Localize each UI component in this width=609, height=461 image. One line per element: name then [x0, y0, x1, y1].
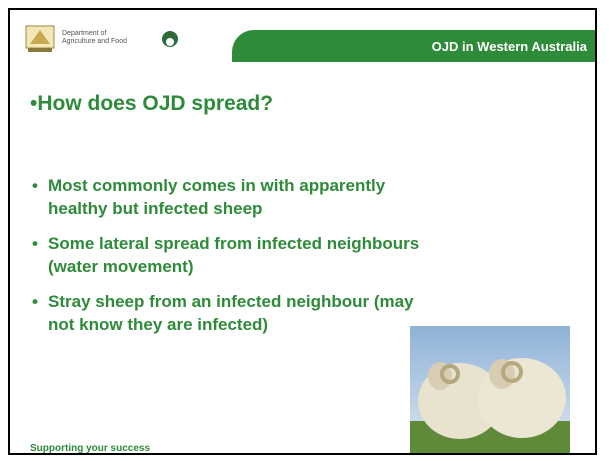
logo-emblem	[160, 28, 180, 50]
bullet-line: healthy but infected sheep	[48, 197, 432, 220]
slide-title: How does OJD spread?	[30, 92, 273, 116]
header-tab: OJD in Western Australia	[232, 30, 597, 62]
bullet-line: Some lateral spread from infected neighb…	[48, 232, 432, 255]
bullet-line: (water movement)	[48, 255, 432, 278]
bullet-line: Stray sheep from an infected neighbour (…	[48, 290, 432, 313]
bullet: Stray sheep from an infected neighbour (…	[32, 290, 432, 336]
slide: Department of Agriculture and Food OJD i…	[8, 8, 597, 455]
bullet-line: not know they are infected)	[48, 313, 432, 336]
bullet: Most commonly comes in with apparentlyhe…	[32, 174, 432, 220]
org-name: Department of Agriculture and Food	[62, 30, 132, 46]
page: {"header": {"org_name": "Department of A…	[0, 0, 609, 461]
logo-crest	[24, 24, 58, 54]
sheep-photo	[410, 326, 570, 455]
footer: Supporting your success	[30, 443, 150, 454]
bullet-line: Most commonly comes in with apparently	[48, 174, 432, 197]
bullet: Some lateral spread from infected neighb…	[32, 232, 432, 278]
bullet-list: Most commonly comes in with apparentlyhe…	[32, 174, 432, 348]
